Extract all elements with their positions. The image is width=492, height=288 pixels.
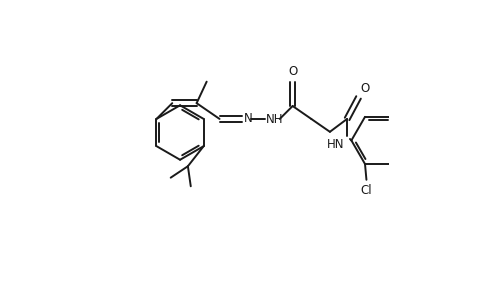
Text: O: O: [360, 82, 369, 95]
Text: N: N: [244, 112, 252, 125]
Text: HN: HN: [327, 139, 345, 151]
Text: NH: NH: [265, 113, 283, 126]
Text: Cl: Cl: [361, 184, 372, 197]
Text: O: O: [288, 65, 297, 78]
